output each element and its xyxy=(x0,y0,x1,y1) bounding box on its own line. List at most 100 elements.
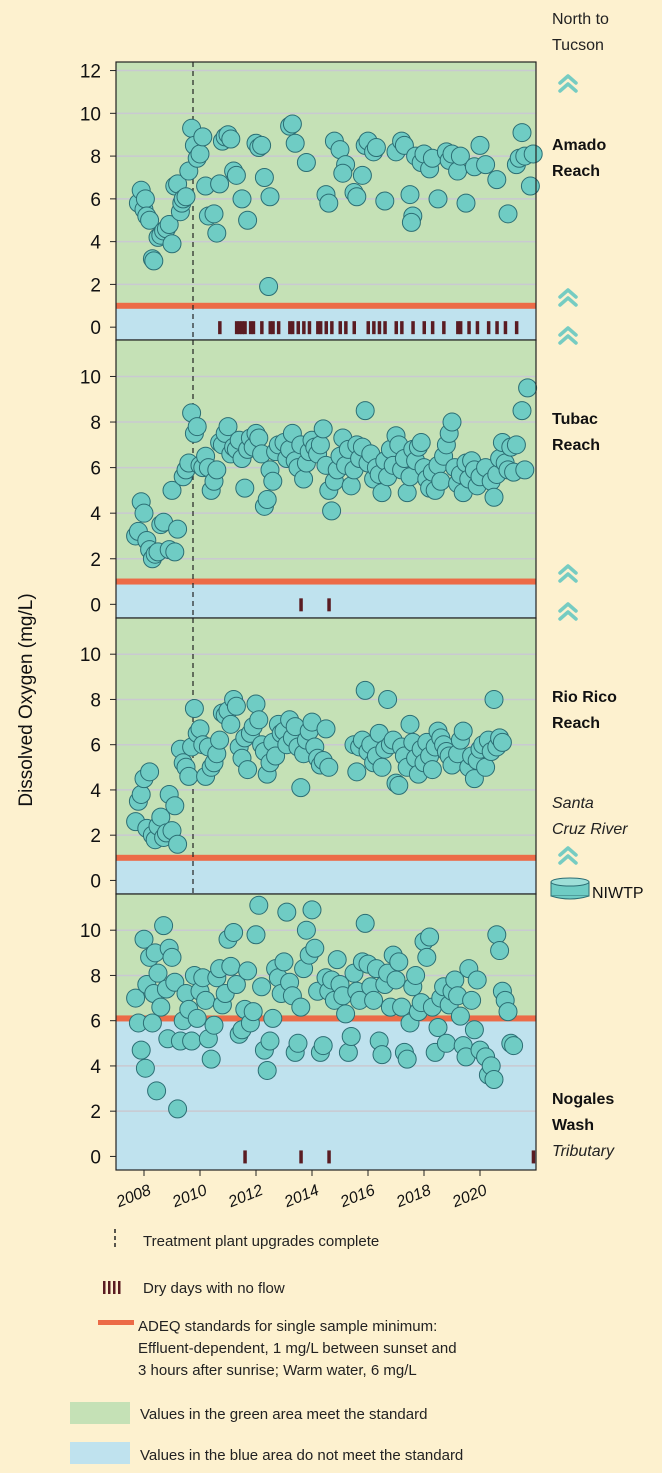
data-point xyxy=(515,460,535,480)
data-point xyxy=(397,483,417,503)
direction-label-line1: North to xyxy=(552,11,609,28)
data-point xyxy=(221,714,241,734)
data-point xyxy=(274,952,294,972)
data-point xyxy=(204,1015,224,1035)
y-tick-label: 4 xyxy=(90,781,101,802)
treatment-plant-icon xyxy=(550,877,590,900)
site-riorico-line2: Reach xyxy=(552,715,600,732)
tributary-label: Tributary xyxy=(552,1143,615,1160)
data-point xyxy=(135,189,155,209)
x-tick-label: 2010 xyxy=(169,1182,209,1212)
data-point xyxy=(523,144,543,164)
data-point xyxy=(518,378,538,398)
data-point xyxy=(464,769,484,789)
site-amado-line2: Reach xyxy=(552,163,600,180)
flow-direction-icons xyxy=(558,74,578,865)
data-point xyxy=(187,417,207,437)
data-point xyxy=(392,997,412,1017)
data-point xyxy=(296,153,316,173)
data-point xyxy=(310,435,330,455)
dry-day-mark xyxy=(290,321,295,335)
data-point xyxy=(338,1042,358,1062)
data-point xyxy=(190,144,210,164)
y-tick-label: 4 xyxy=(90,1057,101,1078)
site-amado-line1: Amado xyxy=(552,137,606,154)
y-tick-label: 4 xyxy=(90,233,101,254)
data-point xyxy=(165,542,185,562)
standard-line xyxy=(116,302,536,309)
data-point xyxy=(450,146,470,166)
y-tick-label: 6 xyxy=(90,190,101,211)
data-point xyxy=(282,114,302,134)
data-point xyxy=(162,947,182,967)
data-point xyxy=(512,401,532,421)
data-point xyxy=(201,1049,221,1069)
data-point xyxy=(506,435,526,455)
y-tick-label: 6 xyxy=(90,736,101,757)
chevron-up-icon xyxy=(558,288,578,307)
legend-blue-swatch xyxy=(70,1442,130,1464)
below-standard-area xyxy=(116,581,536,618)
y-tick-label: 2 xyxy=(90,826,101,847)
river-label-line2: Cruz River xyxy=(552,821,628,838)
legend-upgrade-label: Treatment plant upgrades complete xyxy=(143,1233,379,1250)
y-tick-label: 8 xyxy=(90,966,101,987)
dry-day-mark xyxy=(218,321,222,335)
y-tick-label: 2 xyxy=(90,275,101,296)
site-tubac-line2: Reach xyxy=(552,437,600,454)
data-point xyxy=(204,204,224,224)
dry-day-mark xyxy=(288,321,292,335)
data-point xyxy=(347,762,367,782)
data-point xyxy=(520,176,540,196)
data-point xyxy=(355,401,375,421)
standard-line xyxy=(116,578,536,585)
dry-day-mark xyxy=(338,321,342,335)
data-point xyxy=(254,167,274,187)
data-point xyxy=(453,721,473,741)
data-point xyxy=(134,929,154,949)
data-point xyxy=(249,428,269,448)
x-tick-label: 2016 xyxy=(337,1182,377,1212)
dry-day-mark xyxy=(234,321,239,335)
data-point xyxy=(210,730,230,750)
data-point xyxy=(428,1017,448,1037)
dry-day-mark xyxy=(377,321,382,335)
dry-day-mark xyxy=(271,321,275,335)
data-point xyxy=(218,417,238,437)
data-point xyxy=(462,990,482,1010)
data-point xyxy=(442,412,462,432)
data-point xyxy=(148,963,168,983)
data-point xyxy=(187,1008,207,1028)
dry-day-mark xyxy=(243,1150,247,1164)
data-point xyxy=(182,1031,202,1051)
dry-day-mark xyxy=(330,321,334,335)
data-point xyxy=(313,1036,333,1056)
data-point xyxy=(417,947,437,967)
data-point xyxy=(131,1040,151,1060)
data-point xyxy=(151,997,171,1017)
standard-line xyxy=(116,1015,536,1022)
data-point xyxy=(207,460,227,480)
data-point xyxy=(263,1008,283,1028)
data-point xyxy=(487,925,507,945)
dry-day-mark xyxy=(467,321,471,335)
data-point xyxy=(126,988,146,1008)
dry-day-mark xyxy=(327,598,331,612)
dry-day-mark xyxy=(318,321,323,335)
data-point xyxy=(238,210,258,230)
data-point xyxy=(238,961,258,981)
legend-dry-label: Dry days with no flow xyxy=(143,1280,285,1297)
dry-day-mark xyxy=(475,321,480,335)
data-point xyxy=(406,965,426,985)
data-point xyxy=(400,185,420,205)
chevron-up-icon xyxy=(558,602,578,621)
chart-panels: 0 2 4 6 8 10 12 0 2 4 6 8 10 0 2 4 6 8 10 0 2 4 6 8 10 xyxy=(80,61,543,1171)
dry-day-mark xyxy=(411,321,415,335)
data-point xyxy=(364,990,384,1010)
x-tick-label: 2012 xyxy=(225,1182,265,1212)
data-point xyxy=(355,680,375,700)
data-point xyxy=(291,778,311,798)
data-point xyxy=(411,433,431,453)
data-point xyxy=(366,138,386,158)
data-point xyxy=(257,1060,277,1080)
